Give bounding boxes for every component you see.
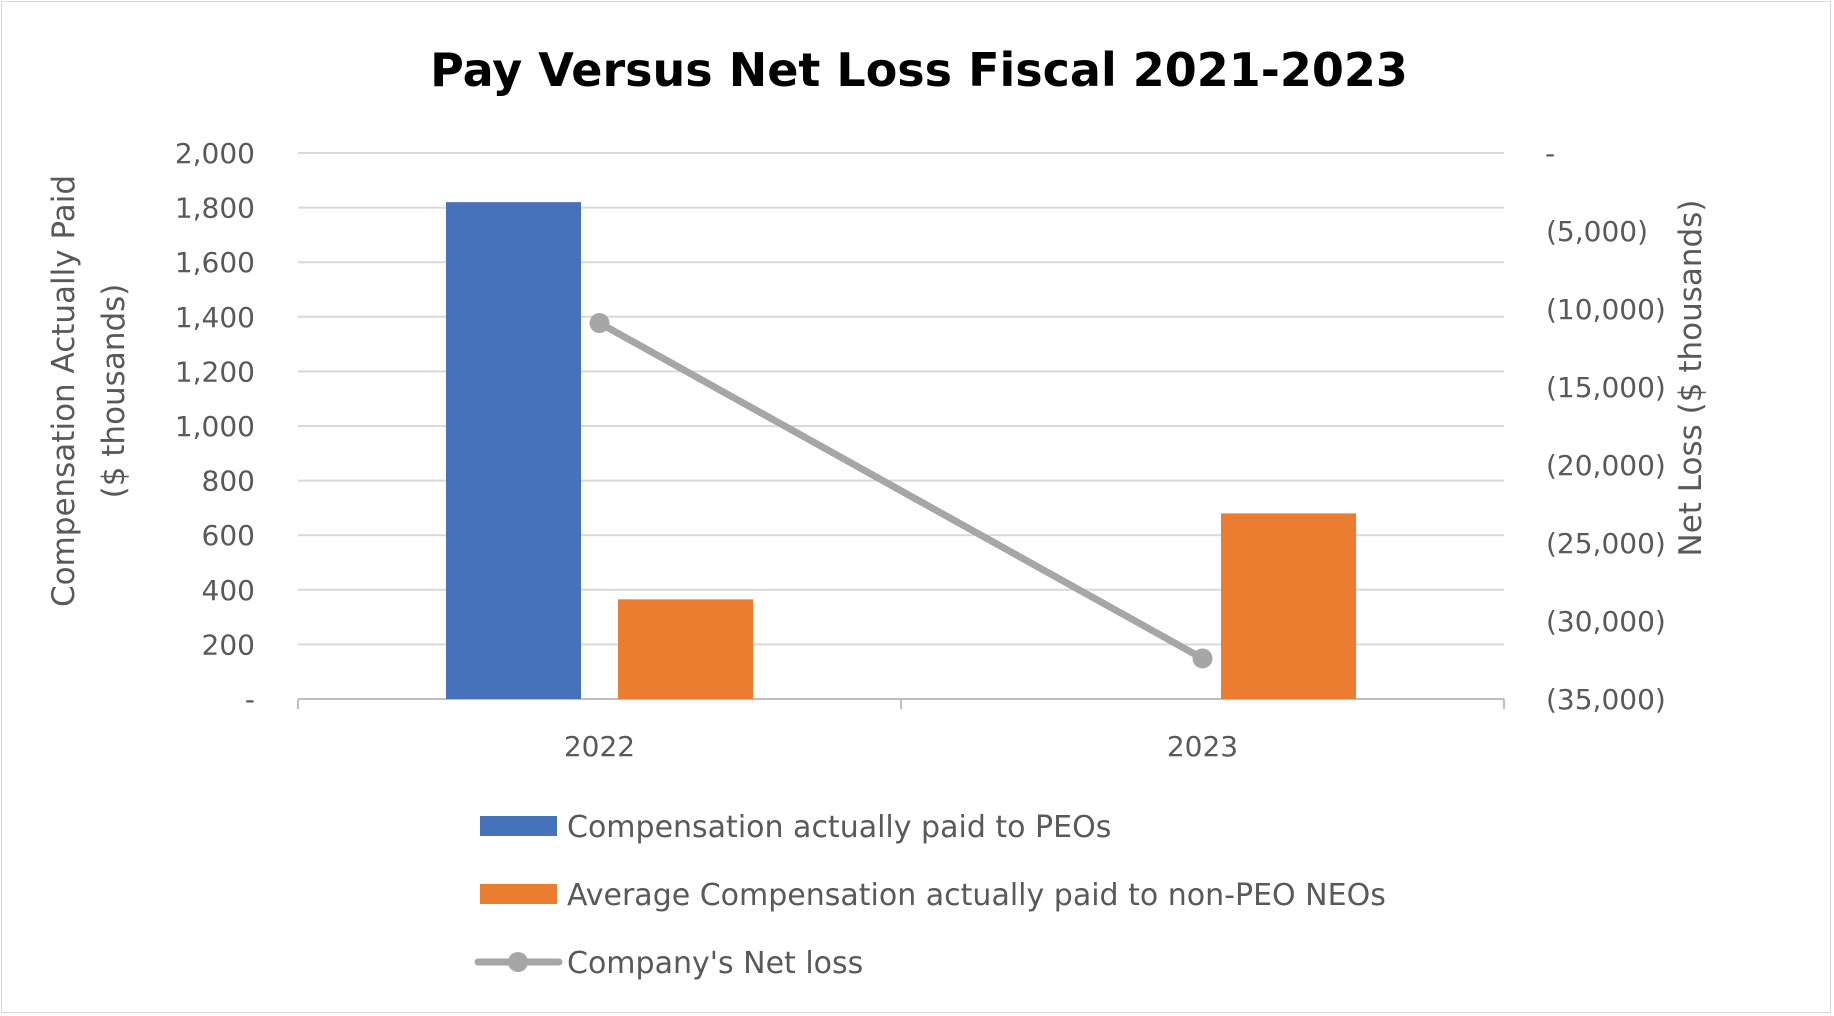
- left-axis-tick-label: 1,800: [175, 192, 255, 225]
- left-axis-tick-label: 800: [202, 465, 255, 498]
- x-axis-tick-label: 2022: [564, 730, 635, 763]
- x-axis-ticks: 2022 2023: [564, 730, 1238, 763]
- legend-label: Average Compensation actually paid to no…: [567, 878, 1386, 913]
- right-axis-tick-label: (35,000): [1546, 683, 1666, 716]
- left-axis-tick-label: 2,000: [175, 137, 255, 170]
- right-axis-tick-label: (5,000): [1546, 215, 1648, 248]
- bar-non-peo-neo-2023: [1221, 513, 1356, 699]
- left-axis-tick-label: 1,000: [175, 410, 255, 443]
- legend-swatch: [480, 884, 557, 904]
- legend-label: Compensation actually paid to PEOs: [567, 810, 1111, 845]
- left-axis-tick-label: 1,600: [175, 246, 255, 279]
- legend-label: Company's Net loss: [567, 946, 863, 981]
- right-axis-tick-label: (30,000): [1546, 605, 1666, 638]
- bar-non-peo-neo-2022: [618, 599, 753, 699]
- legend-swatch-marker: [508, 952, 528, 972]
- bar-peo-2022: [446, 202, 581, 699]
- left-axis-title: Compensation Actually Paid: [46, 175, 82, 607]
- left-axis-tick-label: -: [245, 683, 255, 716]
- x-axis-tick-label: 2023: [1167, 730, 1238, 763]
- right-axis-tick-label: (15,000): [1546, 371, 1666, 404]
- net-loss-point-2023: [1192, 648, 1213, 669]
- legend: Compensation actually paid to PEOs Averag…: [474, 810, 1386, 981]
- axis-titles: Compensation Actually Paid ($ thousands) N…: [46, 175, 1709, 607]
- left-axis-tick-label: 600: [202, 519, 255, 552]
- net-loss-line-series: [589, 313, 1213, 669]
- left-axis-tick-label: 1,200: [175, 355, 255, 388]
- axes: [297, 698, 1505, 709]
- left-axis-tick-label: 200: [202, 628, 255, 661]
- legend-swatch: [480, 816, 557, 836]
- net-loss-point-2022: [589, 313, 610, 334]
- right-axis-tick-label: (20,000): [1546, 449, 1666, 482]
- bars: [446, 202, 1356, 699]
- right-axis-tick-label: (10,000): [1546, 293, 1666, 326]
- left-axis-tick-label: 400: [202, 574, 255, 607]
- right-axis-tick-label: (25,000): [1546, 527, 1666, 560]
- right-axis-ticks: - (5,000) (10,000) (15,000) (20,000) (25,000)…: [1545, 137, 1666, 716]
- net-loss-line: [596, 319, 1206, 662]
- left-axis-title: ($ thousands): [96, 284, 132, 499]
- right-axis-tick-label: -: [1545, 137, 1555, 170]
- chart-title: Pay Versus Net Loss Fiscal 2021-2023: [430, 43, 1408, 97]
- left-axis-tick-label: 1,400: [175, 301, 255, 334]
- left-axis-ticks: - 200 400 600 800 1,000 1,200 1,400 1,600 1,800 2,…: [175, 137, 255, 716]
- right-axis-title: Net Loss ($ thousands): [1673, 200, 1709, 557]
